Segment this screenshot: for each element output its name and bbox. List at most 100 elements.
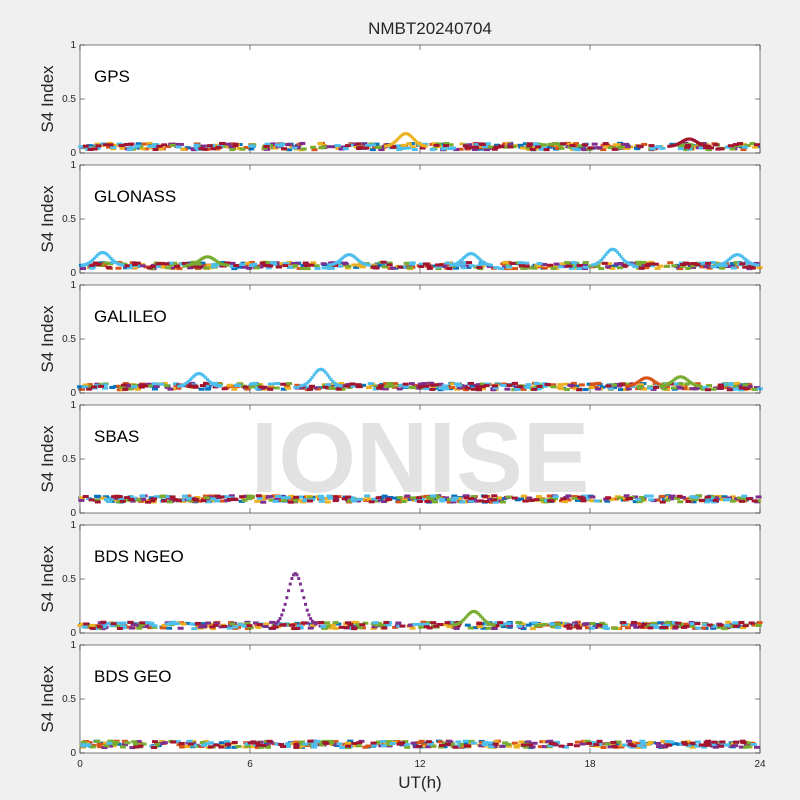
data-point (476, 622, 483, 626)
data-point (296, 266, 303, 270)
data-point (677, 500, 684, 504)
data-point (395, 621, 402, 625)
data-point (670, 386, 677, 390)
feature-point (706, 144, 710, 148)
data-point (568, 266, 575, 270)
data-point (328, 741, 335, 745)
data-point (520, 146, 527, 150)
feature-point (628, 384, 632, 388)
feature-point (677, 141, 681, 145)
data-point (418, 739, 425, 743)
feature-point (310, 375, 314, 379)
data-point (677, 382, 684, 386)
feature-point (192, 374, 196, 378)
data-point (351, 627, 358, 631)
data-point (185, 383, 192, 387)
data-point (485, 147, 492, 151)
data-point (752, 145, 759, 149)
data-point (321, 266, 328, 270)
data-point (146, 626, 153, 630)
data-point (520, 387, 527, 391)
data-point (671, 264, 678, 268)
data-point (637, 145, 644, 149)
chart-title: NMBT20240704 (368, 19, 492, 38)
data-point (296, 499, 303, 503)
data-point (590, 741, 597, 745)
data-point (165, 622, 172, 626)
data-point (418, 625, 425, 629)
data-point (261, 146, 268, 150)
data-point (630, 744, 637, 748)
data-point (142, 147, 149, 151)
data-point (324, 624, 331, 628)
feature-point (321, 368, 325, 372)
data-point (107, 143, 114, 147)
data-point (460, 266, 467, 270)
data-point (200, 622, 207, 626)
feature-point (621, 257, 625, 261)
data-point (243, 146, 250, 150)
data-point (511, 741, 518, 745)
data-point (260, 743, 267, 747)
data-point (619, 496, 626, 500)
data-point (126, 387, 133, 391)
x-tick-label: 12 (414, 759, 426, 770)
data-point (685, 743, 692, 747)
feature-point (717, 263, 721, 267)
data-point (492, 386, 499, 390)
feature-point (658, 384, 662, 388)
data-point (129, 146, 136, 150)
feature-point (99, 251, 103, 255)
data-point (129, 499, 136, 503)
data-point (557, 383, 564, 387)
data-point (742, 383, 749, 387)
data-point (190, 147, 197, 151)
data-point (429, 387, 436, 391)
data-point (600, 143, 607, 147)
data-point (307, 739, 314, 743)
data-point (201, 625, 208, 629)
data-point (370, 626, 377, 630)
y-axis-label: S4 Index (38, 665, 57, 733)
feature-point (304, 602, 308, 606)
data-point (659, 500, 666, 504)
data-point (732, 744, 739, 748)
data-point (574, 624, 581, 628)
data-point (520, 494, 527, 498)
data-point (427, 742, 434, 746)
data-point (555, 146, 562, 150)
data-point (545, 623, 552, 627)
data-point (196, 265, 203, 269)
feature-point (189, 378, 192, 382)
data-point (356, 626, 363, 630)
data-point (268, 498, 275, 502)
data-point (121, 743, 128, 747)
data-point (574, 498, 581, 502)
data-point (431, 142, 438, 146)
data-point (124, 496, 131, 500)
data-point (153, 495, 160, 499)
data-point (294, 146, 301, 150)
data-point (386, 261, 393, 265)
data-point (127, 495, 134, 499)
data-point (550, 625, 557, 629)
feature-point (327, 375, 331, 379)
feature-point (278, 617, 282, 621)
feature-point (694, 383, 698, 387)
data-point (738, 745, 745, 749)
feature-point (392, 141, 396, 145)
data-point (122, 382, 129, 386)
data-point (187, 384, 194, 388)
feature-point (479, 614, 483, 618)
data-point (82, 495, 89, 499)
data-point (472, 499, 479, 503)
data-point (192, 265, 199, 269)
data-point (321, 626, 328, 630)
feature-point (310, 619, 314, 623)
data-point (124, 385, 131, 389)
data-point (476, 264, 483, 268)
data-point (410, 386, 417, 390)
data-point (394, 144, 401, 148)
data-point (100, 496, 107, 500)
data-point (541, 384, 548, 388)
